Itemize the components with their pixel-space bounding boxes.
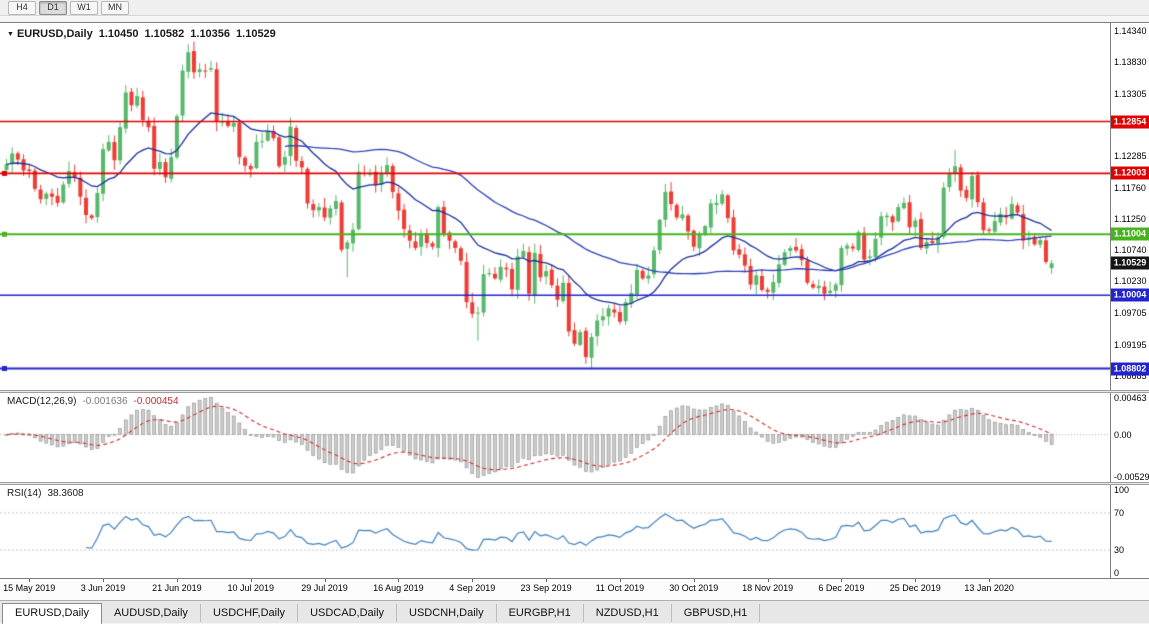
chart-tab-eurusd[interactable]: EURUSD,Daily bbox=[2, 603, 102, 624]
timeframe-button-mn[interactable]: MN bbox=[101, 0, 129, 15]
price-tick: 1.09195 bbox=[1114, 339, 1147, 350]
support-tag-blue-lower: 1.08802 bbox=[1111, 362, 1149, 376]
chart-tab-usdchf[interactable]: USDCHF,Daily bbox=[201, 604, 299, 622]
time-label: 6 Dec 2019 bbox=[818, 583, 865, 593]
time-tick bbox=[250, 579, 252, 582]
price-tick: 1.13305 bbox=[1114, 89, 1147, 100]
time-tick bbox=[398, 579, 400, 582]
time-label: 25 Dec 2019 bbox=[889, 583, 941, 593]
macd-tick: -0.00529 bbox=[1114, 472, 1149, 482]
time-label: 23 Sep 2019 bbox=[520, 583, 572, 593]
chart-tab-usdcad[interactable]: USDCAD,Daily bbox=[298, 604, 398, 622]
time-tick bbox=[619, 579, 621, 582]
timeframe-button-d1[interactable]: D1 bbox=[39, 0, 67, 15]
chart-tab-gbpusd[interactable]: GBPUSD,H1 bbox=[672, 604, 761, 622]
price-tick: 1.11760 bbox=[1114, 183, 1146, 194]
macd-tick: 0.00 bbox=[1114, 429, 1132, 440]
time-tick bbox=[693, 579, 695, 582]
time-tick bbox=[103, 579, 105, 582]
rsi-tick: 70 bbox=[1114, 507, 1125, 518]
resistance-tag-upper: 1.12854 bbox=[1111, 115, 1149, 129]
macd-indicator-canvas[interactable] bbox=[0, 393, 1110, 482]
price-tick: 1.12285 bbox=[1114, 151, 1147, 162]
price-tick: 1.09705 bbox=[1114, 308, 1147, 319]
resistance-tag-lower: 1.12003 bbox=[1111, 166, 1149, 180]
chart-tab-bar: EURUSD,Daily AUDUSD,Daily USDCHF,Daily USDC… bbox=[0, 600, 1149, 624]
current-price-tag: 1.10529 bbox=[1111, 256, 1149, 270]
chart-window: ▼ EURUSD,Daily 1.10450 1.10582 1.10356 1.1052… bbox=[0, 22, 1149, 579]
time-tick bbox=[915, 579, 917, 582]
price-tick: 1.10230 bbox=[1114, 276, 1147, 287]
time-label: 3 Jun 2019 bbox=[80, 583, 126, 593]
rsi-tick: 100 bbox=[1114, 485, 1130, 495]
price-tick: 1.10740 bbox=[1114, 245, 1147, 256]
chart-tab-usdcnh[interactable]: USDCNH,Daily bbox=[397, 604, 497, 622]
time-label: 30 Oct 2019 bbox=[669, 583, 719, 593]
time-tick bbox=[324, 579, 326, 582]
price-scale-border bbox=[1110, 23, 1111, 578]
chart-tab-eurgbp[interactable]: EURGBP,H1 bbox=[497, 604, 584, 622]
support-tag-blue-upper: 1.10004 bbox=[1111, 288, 1149, 302]
price-chart-canvas[interactable] bbox=[0, 23, 1110, 390]
time-label: 13 Jan 2020 bbox=[964, 583, 1014, 593]
time-tick bbox=[472, 579, 474, 582]
price-tick: 1.14340 bbox=[1114, 25, 1147, 36]
rsi-panel-splitter[interactable] bbox=[0, 482, 1149, 485]
time-tick bbox=[989, 579, 991, 582]
price-tick: 1.13830 bbox=[1114, 57, 1147, 68]
time-tick bbox=[176, 579, 178, 582]
price-scale[interactable]: 1.143401.138301.133051.127951.122851.117… bbox=[1111, 23, 1149, 578]
time-label: 15 May 2019 bbox=[3, 583, 56, 593]
chart-tab-audusd[interactable]: AUDUSD,Daily bbox=[102, 604, 201, 622]
time-label: 29 Jul 2019 bbox=[301, 583, 348, 593]
rsi-indicator-canvas[interactable] bbox=[0, 485, 1110, 578]
chart-tab-nzdusd[interactable]: NZDUSD,H1 bbox=[584, 604, 672, 622]
time-label: 10 Jul 2019 bbox=[227, 583, 274, 593]
price-tick: 1.11250 bbox=[1114, 214, 1146, 225]
time-label: 11 Oct 2019 bbox=[595, 583, 645, 593]
time-label: 4 Sep 2019 bbox=[449, 583, 496, 593]
macd-panel-splitter[interactable] bbox=[0, 390, 1149, 393]
time-tick bbox=[767, 579, 769, 582]
time-label: 18 Nov 2019 bbox=[742, 583, 794, 593]
price-tick: 1.08685 bbox=[1114, 370, 1147, 381]
time-label: 16 Aug 2019 bbox=[373, 583, 424, 593]
time-label: 21 Jun 2019 bbox=[152, 583, 202, 593]
rsi-tick: 30 bbox=[1114, 545, 1125, 556]
time-tick bbox=[546, 579, 548, 582]
time-scale[interactable]: 15 May 2019 3 Jun 2019 21 Jun 2019 10 Jul 2… bbox=[0, 579, 1149, 600]
timeframe-button-h4[interactable]: H4 bbox=[8, 0, 36, 15]
support-tag-green: 1.11004 bbox=[1111, 227, 1149, 241]
time-tick bbox=[29, 579, 31, 582]
time-tick bbox=[841, 579, 843, 582]
macd-tick: 0.00463 bbox=[1114, 393, 1147, 403]
rsi-tick: 0 bbox=[1114, 568, 1120, 578]
timeframe-button-w1[interactable]: W1 bbox=[70, 0, 98, 15]
timeframe-toolbar: H4 D1 W1 MN bbox=[0, 0, 1149, 16]
